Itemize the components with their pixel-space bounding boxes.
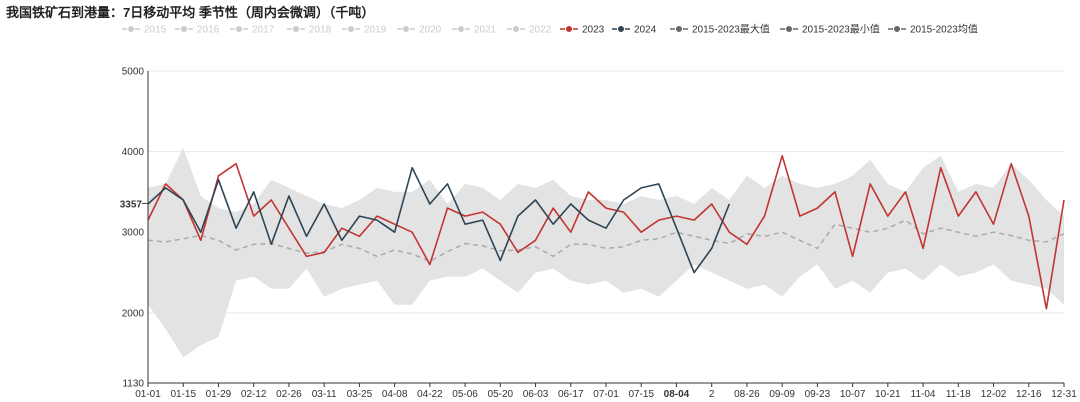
legend-marker-2015-2023均值 bbox=[893, 25, 901, 33]
legend-label-2016: 2016 bbox=[197, 25, 220, 36]
x-tick-label: 10-21 bbox=[875, 389, 901, 400]
x-pointer-label: 08-04 bbox=[664, 389, 690, 400]
legend-marker-2016 bbox=[180, 25, 188, 33]
x-tick-label: 03-25 bbox=[347, 389, 373, 400]
x-tick-label: 03-11 bbox=[312, 389, 337, 400]
legend-marker-2020 bbox=[402, 25, 410, 33]
x-tick-label: 12-16 bbox=[1016, 389, 1042, 400]
x-tick-label: 04-08 bbox=[382, 389, 408, 400]
legend-marker-2022 bbox=[512, 25, 520, 33]
y-tick-label: 4000 bbox=[122, 147, 145, 158]
x-tick-label: 2 bbox=[709, 389, 715, 400]
legend-marker-2024 bbox=[617, 25, 625, 33]
series-line-2024 bbox=[147, 166, 731, 274]
legend-marker-2019 bbox=[347, 25, 355, 33]
x-tick-label: 04-22 bbox=[417, 389, 443, 400]
x-tick-label: 05-06 bbox=[452, 389, 478, 400]
legend-label-2020: 2020 bbox=[419, 25, 442, 36]
x-tick-label: 02-26 bbox=[276, 389, 302, 400]
legend-label-2024: 2024 bbox=[634, 25, 657, 36]
x-tick-label: 07-15 bbox=[628, 389, 654, 400]
y-tick-label: 3000 bbox=[122, 228, 145, 239]
x-tick-label: 07-01 bbox=[593, 389, 619, 400]
legend-marker-2015 bbox=[127, 25, 135, 33]
legend-marker-2017 bbox=[235, 25, 243, 33]
legend-label-2022: 2022 bbox=[529, 25, 552, 36]
legend-label-2015-2023最小值: 2015-2023最小值 bbox=[802, 23, 880, 36]
legend-label-2021: 2021 bbox=[474, 25, 497, 36]
chart-title: 我国铁矿石到港量：7日移动平均 季节性（周内会微调）（千吨） bbox=[6, 5, 375, 20]
legend-label-2015-2023均值: 2015-2023均值 bbox=[910, 23, 978, 36]
legend-label-2018: 2018 bbox=[309, 25, 332, 36]
legend-label-2023: 2023 bbox=[582, 25, 605, 36]
legend-label-2015-2023最大值: 2015-2023最大值 bbox=[692, 23, 770, 36]
x-tick-label: 02-12 bbox=[241, 389, 267, 400]
legend-marker-2023 bbox=[565, 25, 573, 33]
x-tick-label: 06-17 bbox=[558, 389, 584, 400]
x-tick-label: 01-01 bbox=[135, 389, 161, 400]
y-tick-label: 5000 bbox=[122, 67, 145, 78]
x-tick-label: 06-03 bbox=[523, 389, 549, 400]
x-tick-label: 09-23 bbox=[805, 389, 831, 400]
legend-label-2017: 2017 bbox=[252, 25, 275, 36]
x-tick-label: 11-18 bbox=[946, 389, 971, 400]
legend-label-2015: 2015 bbox=[144, 25, 167, 36]
legend-marker-2021 bbox=[457, 25, 465, 33]
legend-marker-2015-2023最大值 bbox=[675, 25, 683, 33]
x-tick-label: 08-26 bbox=[734, 389, 760, 400]
x-tick-label: 05-20 bbox=[488, 389, 514, 400]
legend-marker-2018 bbox=[292, 25, 300, 33]
y-tick-label: 1130 bbox=[122, 379, 144, 390]
x-tick-label: 01-15 bbox=[170, 389, 196, 400]
x-tick-label: 01-29 bbox=[206, 389, 232, 400]
x-tick-label: 11-04 bbox=[911, 389, 936, 400]
min-max-band bbox=[148, 147, 1064, 358]
legend-label-2019: 2019 bbox=[364, 25, 387, 36]
x-tick-label: 10-07 bbox=[840, 389, 866, 400]
series-line-2023 bbox=[147, 154, 1065, 310]
x-tick-label: 12-02 bbox=[981, 389, 1007, 400]
x-tick-label: 12-31 bbox=[1051, 389, 1077, 400]
legend-marker-2015-2023最小值 bbox=[785, 25, 793, 33]
y-tick-label: 2000 bbox=[122, 308, 145, 319]
x-tick-label: 09-09 bbox=[769, 389, 795, 400]
y-pointer-label: 3357 bbox=[120, 199, 143, 210]
